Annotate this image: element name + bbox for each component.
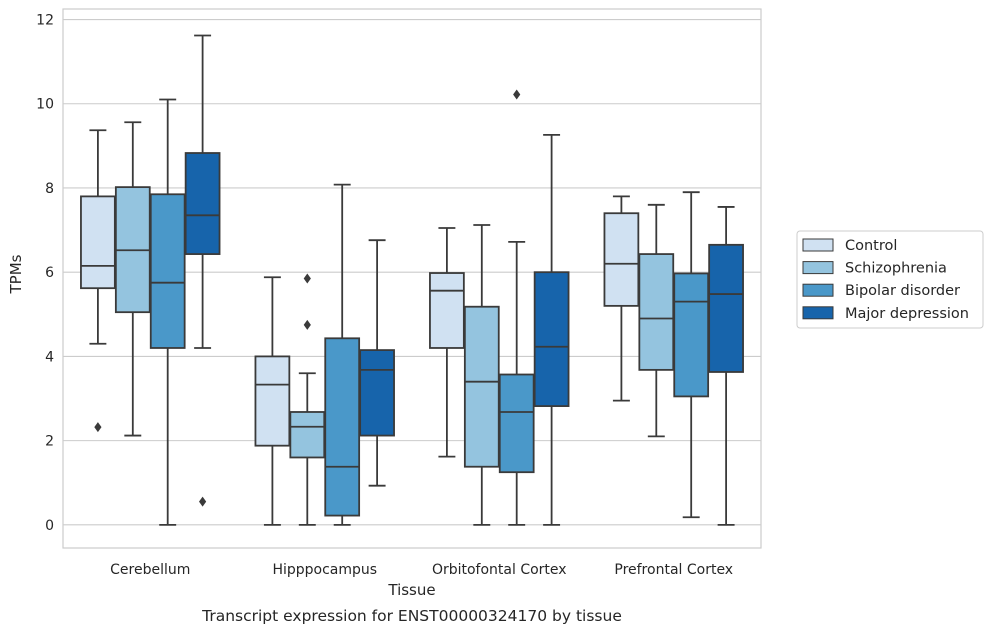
legend-frame [796,230,984,329]
box-body [498,373,535,474]
outlier-point-0 [303,319,311,330]
box-0-2 [149,98,186,526]
box-body [184,152,221,255]
box-body [289,411,326,459]
box-body [533,271,570,407]
y-tick-label-2: 4 [45,349,54,365]
x-tick-label-1: Hipppocampus [272,562,377,578]
box-0-3 [184,34,221,507]
chart-caption: Transcript expression for ENST0000032417… [201,607,622,625]
box-body [359,349,395,437]
box-body [324,337,361,517]
box-0-0 [80,129,116,433]
outlier-point-1 [303,273,311,284]
box-1-0 [254,276,291,526]
box-3-2 [673,191,710,519]
box-1-3 [359,239,395,487]
box-3-1 [638,203,675,438]
y-tick-label-6: 12 [36,13,54,29]
y-tick-label-4: 8 [45,181,54,197]
x-tick-label-3: Prefrontal Cortex [614,562,733,578]
box-body [429,272,465,349]
y-axis-label: TPMs [7,254,25,294]
legend-swatch-1 [802,261,834,275]
legend-swatch-0 [802,238,834,252]
box-0-1 [114,121,151,437]
y-tick-label-1: 2 [45,434,54,450]
box-2-3 [533,134,570,526]
x-tick-labels: Cerebellum Hipppocampus Orbitofontal Corte… [110,562,733,578]
box-2-0 [429,227,465,458]
plot-frame [62,8,762,549]
legend-label-2: Bipolar disorder [845,283,960,299]
y-tick-label-0: 0 [45,518,54,534]
box-1-1 [289,273,326,526]
box-body [463,305,500,468]
y-tick-label-5: 10 [36,97,54,113]
legend-label-0: Control [845,238,897,254]
legend-swatch-2 [802,283,834,297]
box-3-0 [603,195,640,402]
box-body [149,193,186,349]
box-body [254,355,291,447]
legend: Control Schizophrenia Bipolar disorder Majo… [796,230,984,329]
outlier-point-0 [94,422,102,433]
box-body [80,195,116,290]
box-body [638,253,675,371]
x-tick-label-0: Cerebellum [110,562,190,578]
box-body [708,243,744,373]
legend-label-1: Schizophrenia [845,261,947,277]
box-1-2 [324,183,361,526]
outlier-point-0 [513,89,521,100]
box-3-3 [708,206,744,526]
legend-swatch-3 [802,306,834,320]
legend-label-3: Major depression [845,306,969,322]
box-marks [80,34,744,526]
box-body [603,212,640,307]
x-tick-label-2: Orbitofontal Cortex [432,562,567,578]
box-2-1 [463,224,500,526]
y-tick-labels: 0 2 4 6 8 10 12 [36,13,54,534]
box-2-2 [498,89,535,526]
box-body [673,272,710,398]
x-axis-label: Tissue [387,581,435,599]
outlier-point-0 [199,496,207,507]
y-tick-label-3: 6 [45,265,54,281]
